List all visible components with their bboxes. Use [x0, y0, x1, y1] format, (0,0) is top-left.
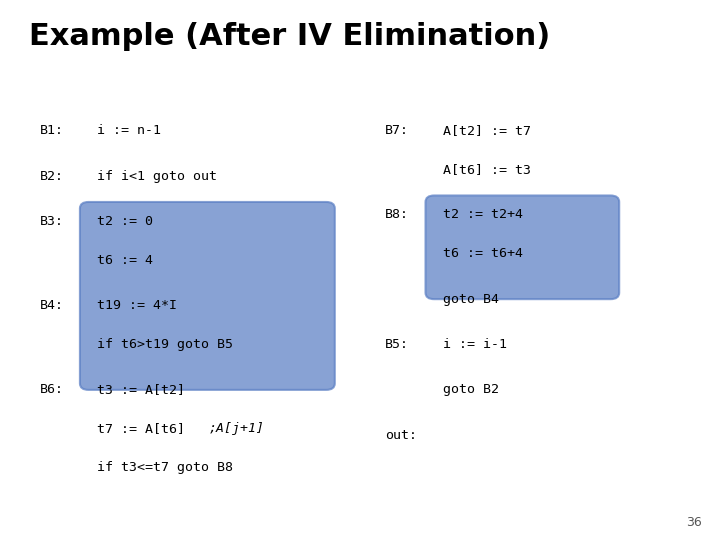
- Text: i := i-1: i := i-1: [443, 338, 507, 351]
- Text: t6 := 4: t6 := 4: [97, 254, 153, 267]
- Text: B4:: B4:: [40, 299, 63, 312]
- Text: goto B2: goto B2: [443, 383, 499, 396]
- Text: out:: out:: [385, 429, 417, 442]
- Text: A[t2] := t7: A[t2] := t7: [443, 124, 531, 137]
- Text: B7:: B7:: [385, 124, 409, 137]
- Text: B2:: B2:: [40, 170, 63, 183]
- Text: B3:: B3:: [40, 215, 63, 228]
- FancyBboxPatch shape: [80, 202, 335, 390]
- Text: if i<1 goto out: if i<1 goto out: [97, 170, 217, 183]
- FancyBboxPatch shape: [426, 195, 619, 299]
- Text: t19 := 4*I: t19 := 4*I: [97, 299, 177, 312]
- Text: t6 := t6+4: t6 := t6+4: [443, 247, 523, 260]
- Text: B1:: B1:: [40, 124, 63, 137]
- Text: if t6>t19 goto B5: if t6>t19 goto B5: [97, 338, 233, 351]
- Text: ;A[j+1]: ;A[j+1]: [209, 422, 265, 435]
- Text: B8:: B8:: [385, 208, 409, 221]
- Text: Example (After IV Elimination): Example (After IV Elimination): [29, 22, 550, 51]
- Text: t2 := t2+4: t2 := t2+4: [443, 208, 523, 221]
- Text: B6:: B6:: [40, 383, 63, 396]
- Text: A[t6] := t3: A[t6] := t3: [443, 163, 531, 176]
- Text: 36: 36: [686, 516, 702, 529]
- Text: t7 := A[t6]: t7 := A[t6]: [97, 422, 210, 435]
- Text: i := n-1: i := n-1: [97, 124, 161, 137]
- Text: goto B4: goto B4: [443, 293, 499, 306]
- Text: t3 := A[t2]: t3 := A[t2]: [97, 383, 185, 396]
- Text: B5:: B5:: [385, 338, 409, 351]
- Text: if t3<=t7 goto B8: if t3<=t7 goto B8: [97, 461, 233, 474]
- Text: t2 := 0: t2 := 0: [97, 215, 153, 228]
